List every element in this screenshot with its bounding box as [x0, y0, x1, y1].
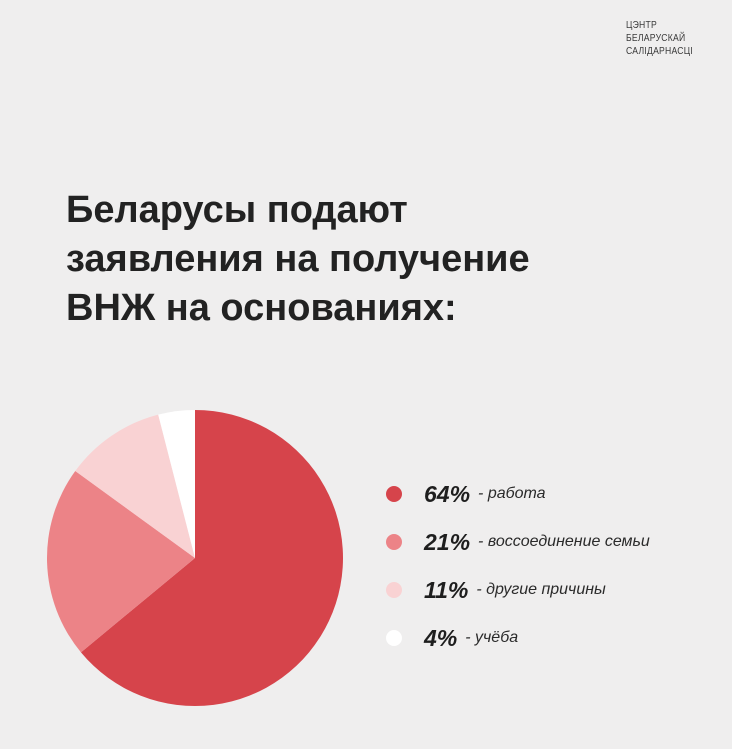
pie-slice-3 [75, 414, 195, 558]
legend-dot-icon [386, 630, 402, 646]
logo-text: ЦЭНТР БЕЛАРУСКАЙ САЛІДАРНАСЦІ [626, 19, 693, 58]
chart-title: Беларусы подают заявления на получение В… [66, 186, 530, 333]
legend-percent: 64% [424, 480, 471, 507]
legend-label: - учёба [465, 629, 519, 646]
crescent-logo-icon [599, 21, 619, 61]
logo-line-2: БЕЛАРУСКАЙ [626, 32, 686, 44]
brand-logo: ЦЭНТР БЕЛАРУСКАЙ САЛІДАРНАСЦІ [597, 19, 708, 63]
title-line-1: Беларусы подают [66, 189, 408, 231]
legend-item-2: 21% - воссоединение семьи [386, 518, 650, 566]
pie-chart [46, 410, 343, 706]
legend-label: - воссоединение семьи [478, 533, 650, 550]
pie-slice-4 [158, 410, 195, 558]
legend-label: - работа [478, 485, 546, 502]
logo-line-3: САЛІДАРНАСЦІ [626, 45, 694, 57]
title-line-3: ВНЖ на основаниях: [66, 287, 457, 329]
pie-slice-2 [46, 471, 195, 653]
legend-item-3: 11% - другие причины [386, 566, 650, 614]
chart-legend: 64% - работа 21% - воссоединение семьи 11% - … [386, 470, 650, 662]
legend-percent: 21% [424, 528, 471, 555]
legend-percent: 4% [424, 624, 458, 651]
logo-line-1: ЦЭНТР [626, 19, 658, 31]
legend-dot-icon [386, 534, 402, 550]
title-line-2: заявления на получение [66, 238, 530, 280]
pie-slice-1 [80, 410, 343, 706]
legend-item-1: 64% - работа [386, 470, 650, 518]
legend-dot-icon [386, 486, 402, 502]
legend-percent: 11% [424, 576, 469, 603]
legend-dot-icon [386, 582, 402, 598]
legend-item-4: 4% - учёба [386, 614, 650, 662]
legend-label: - другие причины [476, 581, 606, 598]
